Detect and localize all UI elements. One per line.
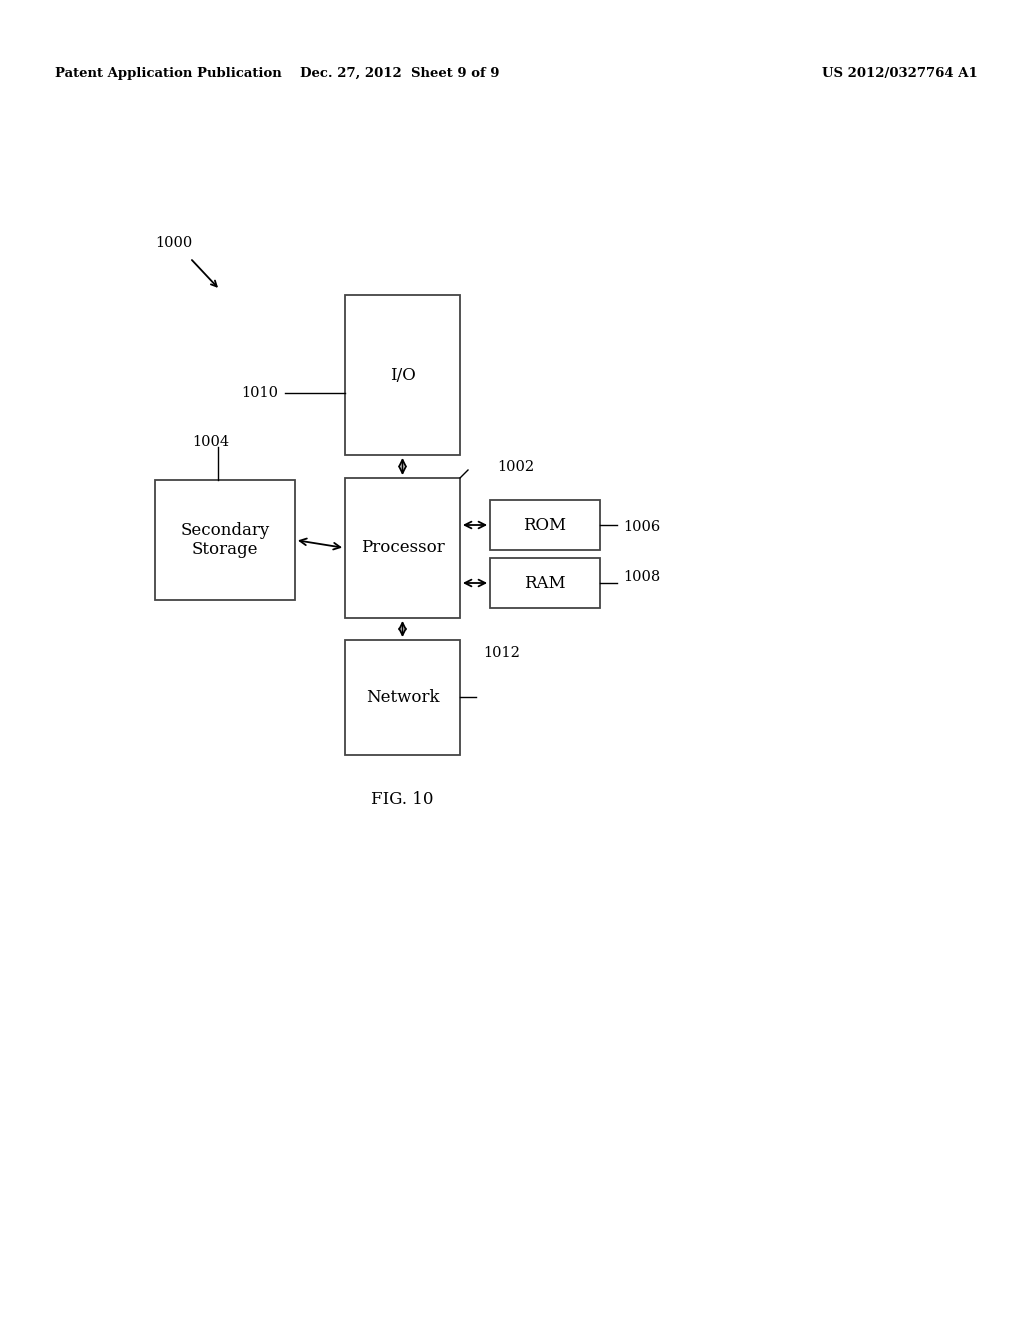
Text: 1006: 1006 xyxy=(623,520,660,535)
Bar xyxy=(345,294,460,455)
Text: 1010: 1010 xyxy=(241,385,278,400)
Text: 1012: 1012 xyxy=(483,645,520,660)
Text: 1002: 1002 xyxy=(497,459,535,474)
Bar xyxy=(345,640,460,755)
Bar xyxy=(490,558,600,609)
Text: 1000: 1000 xyxy=(155,236,193,249)
Text: Processor: Processor xyxy=(360,540,444,557)
Text: I/O: I/O xyxy=(389,367,416,384)
Text: Network: Network xyxy=(366,689,439,706)
Bar xyxy=(155,480,295,601)
Text: ROM: ROM xyxy=(523,516,566,533)
Text: Secondary
Storage: Secondary Storage xyxy=(180,521,269,558)
Text: FIG. 10: FIG. 10 xyxy=(371,792,433,808)
Text: Patent Application Publication: Patent Application Publication xyxy=(55,66,282,79)
Text: US 2012/0327764 A1: US 2012/0327764 A1 xyxy=(822,66,978,79)
Text: 1008: 1008 xyxy=(623,570,660,583)
Text: RAM: RAM xyxy=(524,574,566,591)
Text: 1004: 1004 xyxy=(193,436,229,449)
Bar xyxy=(345,478,460,618)
Text: Dec. 27, 2012  Sheet 9 of 9: Dec. 27, 2012 Sheet 9 of 9 xyxy=(300,66,500,79)
Bar xyxy=(490,500,600,550)
